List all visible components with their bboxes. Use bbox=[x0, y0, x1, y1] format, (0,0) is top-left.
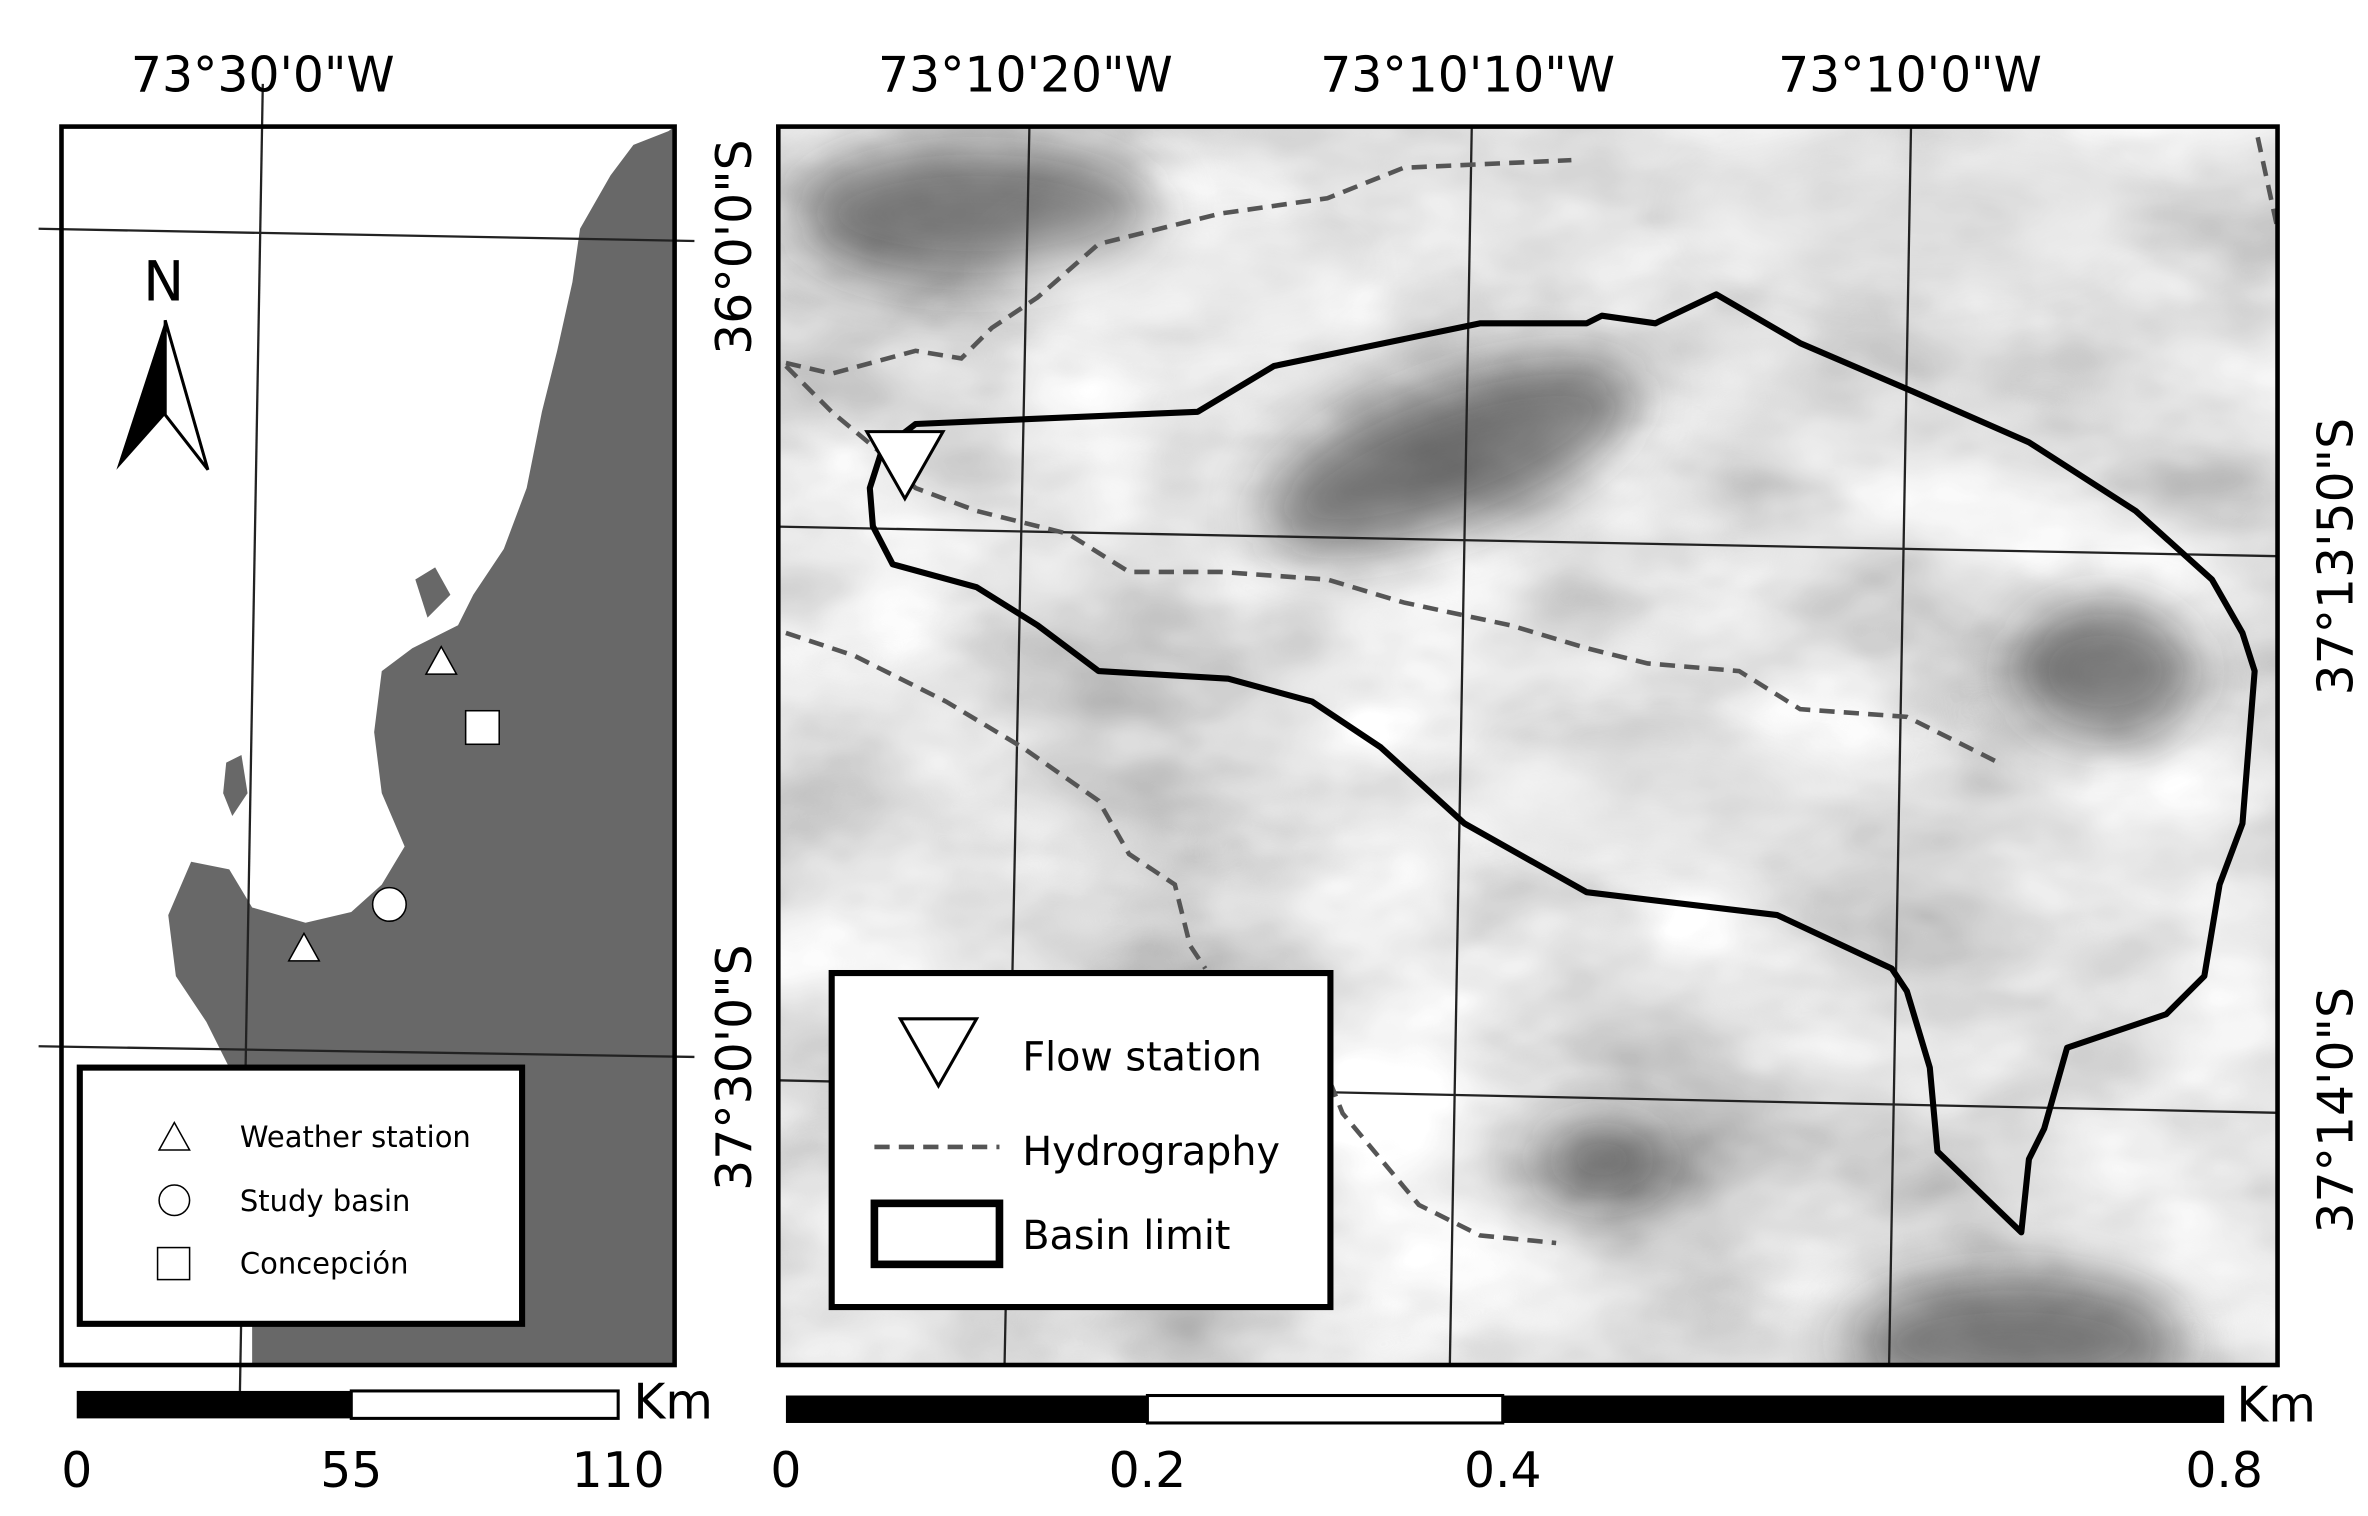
latitude-label: 37°30'0"S bbox=[706, 944, 763, 1190]
hydrography bbox=[785, 157, 1572, 377]
concepcion bbox=[464, 709, 500, 746]
scale-unit: Km bbox=[2236, 1376, 2316, 1433]
graticule bbox=[38, 227, 695, 243]
study-basin bbox=[371, 886, 407, 922]
basin-limit bbox=[866, 291, 2258, 1236]
legend-label: Flow station bbox=[1022, 1035, 1262, 1081]
legend-label: Concepción bbox=[240, 1247, 409, 1281]
scale-label: 0 bbox=[61, 1442, 92, 1499]
latitude-label: 37°13'50"S bbox=[2307, 418, 2364, 696]
overview-map: N Weather station Study basin Concepción… bbox=[38, 47, 763, 1499]
longitude-label: 73°10'20"W bbox=[878, 47, 1173, 104]
latitude-label: 36°0'0"S bbox=[706, 139, 763, 354]
scale-bar bbox=[785, 1395, 1148, 1423]
scale-label: 0.8 bbox=[2185, 1442, 2263, 1499]
legend-label: Weather station bbox=[240, 1120, 471, 1154]
scale-bar bbox=[76, 1390, 352, 1419]
latitude-label: 37°14'0"S bbox=[2307, 987, 2364, 1233]
longitude-label: 73°10'10"W bbox=[1320, 47, 1615, 104]
legend-label: Hydrography bbox=[1022, 1129, 1280, 1175]
scale-label: 0.2 bbox=[1109, 1442, 1187, 1499]
legend-label: Basin limit bbox=[1022, 1213, 1230, 1259]
scale-label: 55 bbox=[320, 1442, 382, 1499]
flow-station bbox=[864, 430, 946, 502]
north-label: N bbox=[143, 249, 184, 313]
hydrography bbox=[2255, 136, 2278, 230]
weather-station bbox=[424, 645, 458, 675]
hydrography bbox=[785, 630, 1208, 970]
scale-label: 0.4 bbox=[1464, 1442, 1542, 1499]
longitude-label: 73°30'0"W bbox=[131, 47, 395, 104]
legend-label: Study basin bbox=[240, 1184, 410, 1218]
weather-station bbox=[287, 931, 321, 962]
detail-map: Flow station Hydrography Basin limit 73°… bbox=[770, 47, 2364, 1500]
graticule bbox=[38, 1045, 695, 1059]
scale-label: 110 bbox=[572, 1442, 665, 1499]
scale-unit: Km bbox=[633, 1373, 713, 1430]
legend bbox=[76, 1064, 526, 1327]
longitude-label: 73°10'0"W bbox=[1778, 47, 2042, 104]
scale-label: 0 bbox=[770, 1442, 801, 1499]
